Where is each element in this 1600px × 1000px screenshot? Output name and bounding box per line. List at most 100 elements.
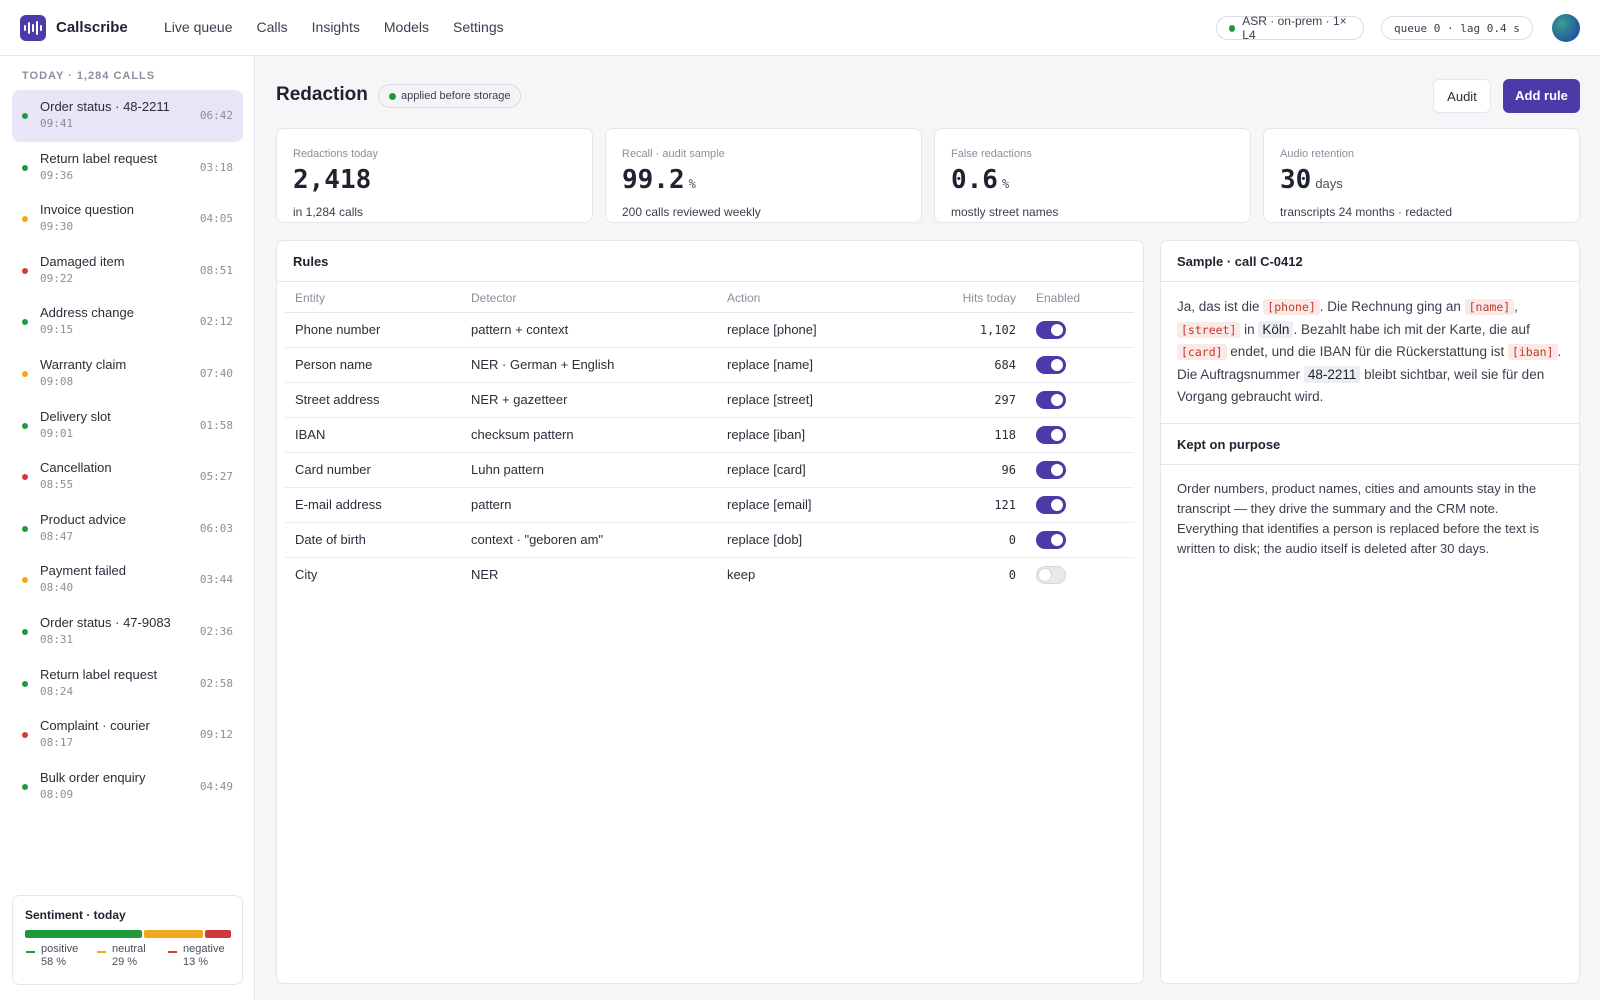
call-list-item[interactable]: Invoice question 09:30 04:05 [12,193,243,245]
call-time: 09:08 [40,374,74,388]
rule-row[interactable]: Card number Luhn pattern replace [card] 96 [285,452,1134,488]
rule-row[interactable]: Street address NER + gazetteer replace [st… [285,382,1134,418]
asr-status-text: ASR · on-prem · 1× L4 [1242,14,1347,42]
call-duration: 07:40 [199,366,233,380]
queue-status-pill[interactable]: queue 0 · lag 0.4 s [1381,16,1533,40]
nav-models[interactable]: Models [383,19,430,35]
call-duration: 04:05 [199,212,233,226]
nav-calls[interactable]: Calls [256,19,288,35]
stat-card-audio-retention: Audio retention 30 days transcripts 24 mo… [1263,128,1580,223]
rule-enabled-toggle[interactable] [1036,495,1066,514]
rule-row[interactable]: E-mail address pattern replace [email] 121 [285,487,1134,523]
audit-button[interactable]: Audit [1433,79,1491,113]
nav-settings[interactable]: Settings [453,19,504,35]
avatar[interactable] [1552,14,1580,42]
stat-sub: mostly street names [951,205,1059,219]
kept-title: Kept on purpose [1161,424,1579,465]
call-list-item[interactable]: Return label request 09:36 03:18 [12,142,243,194]
legend-positive: positive 58 % [26,943,79,969]
call-list-item[interactable]: Cancellation 08:55 05:27 [12,451,243,503]
top-bar: Callscribe Live queue Calls Insights Mod… [0,0,1600,56]
call-title: Address change [40,305,134,321]
rule-enabled-toggle[interactable] [1036,425,1066,444]
rule-row[interactable]: Person name NER · German + English replace… [285,347,1134,383]
rule-enabled-toggle[interactable] [1036,530,1066,549]
call-time: 09:22 [40,271,74,285]
rule-hits: 121 [901,487,1026,523]
toggle-knob [1051,428,1063,441]
call-list-item[interactable]: Order status · 47-9083 08:31 02:36 [12,606,243,658]
legend-label: negative [183,943,225,955]
sentiment-bar [25,930,231,938]
rule-entity: Phone number [285,312,461,348]
rule-enabled-toggle[interactable] [1036,355,1066,374]
call-time: 09:30 [40,220,74,234]
call-time: 08:24 [40,684,74,698]
negative-swatch [168,951,177,953]
redaction-token: [iban] [1507,344,1558,360]
call-time: 08:17 [40,736,74,750]
transcript-text: , [1514,299,1518,314]
sentiment-dot-icon [22,370,28,377]
call-title: Return label request [40,150,158,166]
nav-live-queue[interactable]: Live queue [164,19,233,35]
positive-swatch [26,951,35,953]
rule-entity: E-mail address [285,487,461,523]
stat-label: Recall · audit sample [622,148,725,160]
rule-row[interactable]: City NER keep 0 [285,557,1134,592]
call-duration: 04:49 [199,779,233,793]
sentiment-dot-icon [22,732,28,739]
toggle-knob [1051,533,1063,546]
legend-label: positive [41,943,79,955]
rule-entity: Street address [285,382,461,418]
rule-entity: Card number [285,452,461,488]
col-hits-today[interactable]: Hits today [901,284,1026,313]
rule-hits: 118 [901,417,1026,453]
legend-value: 58 % [41,956,67,968]
call-list-item[interactable]: Return label request 08:24 02:58 [12,658,243,710]
call-list-item[interactable]: Payment failed 08:40 03:44 [12,554,243,606]
rule-enabled-toggle[interactable] [1036,460,1066,479]
rule-hits: 0 [1008,567,1016,582]
rule-row[interactable]: IBAN checksum pattern replace [iban] 118 [285,417,1134,453]
call-list-item[interactable]: Bulk order enquiry 08:09 04:49 [12,761,243,813]
transcript-text: bleibt sichtbar, weil sie für den Vorgan… [1177,366,1545,405]
kept-token: 48-2211 [1303,365,1361,383]
call-list-item[interactable]: Product advice 08:47 06:03 [12,503,243,555]
stat-value: 0.6% [951,165,1009,195]
call-list-item[interactable]: Delivery slot 09:01 01:58 [12,400,243,452]
app-logo-icon[interactable] [20,15,46,41]
col-action[interactable]: Action [717,284,901,313]
rule-hits: 1,102 [901,312,1026,348]
main-nav: Live queue Calls Insights Models Setting… [164,19,504,35]
stat-value: 99.2% [622,165,696,195]
add-rule-button[interactable]: Add rule [1503,79,1580,113]
call-list-item[interactable]: Order status · 48-2211 09:41 06:42 [12,90,243,142]
col-entity[interactable]: Entity [285,284,461,313]
rule-enabled-toggle[interactable] [1036,320,1066,339]
rule-enabled-toggle[interactable] [1036,390,1066,409]
call-list-item[interactable]: Damaged item 09:22 08:51 [12,245,243,297]
call-list-item[interactable]: Complaint · courier 08:17 09:12 [12,709,243,761]
rule-hits: 684 [901,347,1026,383]
asr-status-pill[interactable]: ASR · on-prem · 1× L4 [1216,14,1364,42]
call-title: Order status · 47-9083 [40,614,171,630]
sentiment-title: Sentiment · today [25,908,126,922]
transcript-text: . Bezahlt habe ich mit der Karte, die au… [1293,321,1530,337]
rule-enabled-cell [1026,522,1134,558]
rule-enabled-cell [1026,452,1134,488]
nav-insights[interactable]: Insights [311,19,360,35]
call-list-item[interactable]: Warranty claim 09:08 07:40 [12,348,243,400]
call-list-item[interactable]: Address change 09:15 02:12 [12,296,243,348]
sentiment-bar-segment-positive [25,930,143,938]
col-detector[interactable]: Detector [461,284,717,313]
rule-row[interactable]: Phone number pattern + context replace [ph… [285,312,1134,348]
rule-enabled-toggle[interactable] [1036,565,1066,584]
call-title: Invoice question [40,202,134,218]
sentiment-dot-icon [22,267,28,274]
call-duration: 09:12 [199,728,233,742]
col-enabled[interactable]: Enabled [1026,284,1134,313]
toggle-knob [1051,358,1063,371]
call-duration: 03:18 [199,160,233,174]
rule-row[interactable]: Date of birth context · "geboren am" repla… [285,522,1134,558]
